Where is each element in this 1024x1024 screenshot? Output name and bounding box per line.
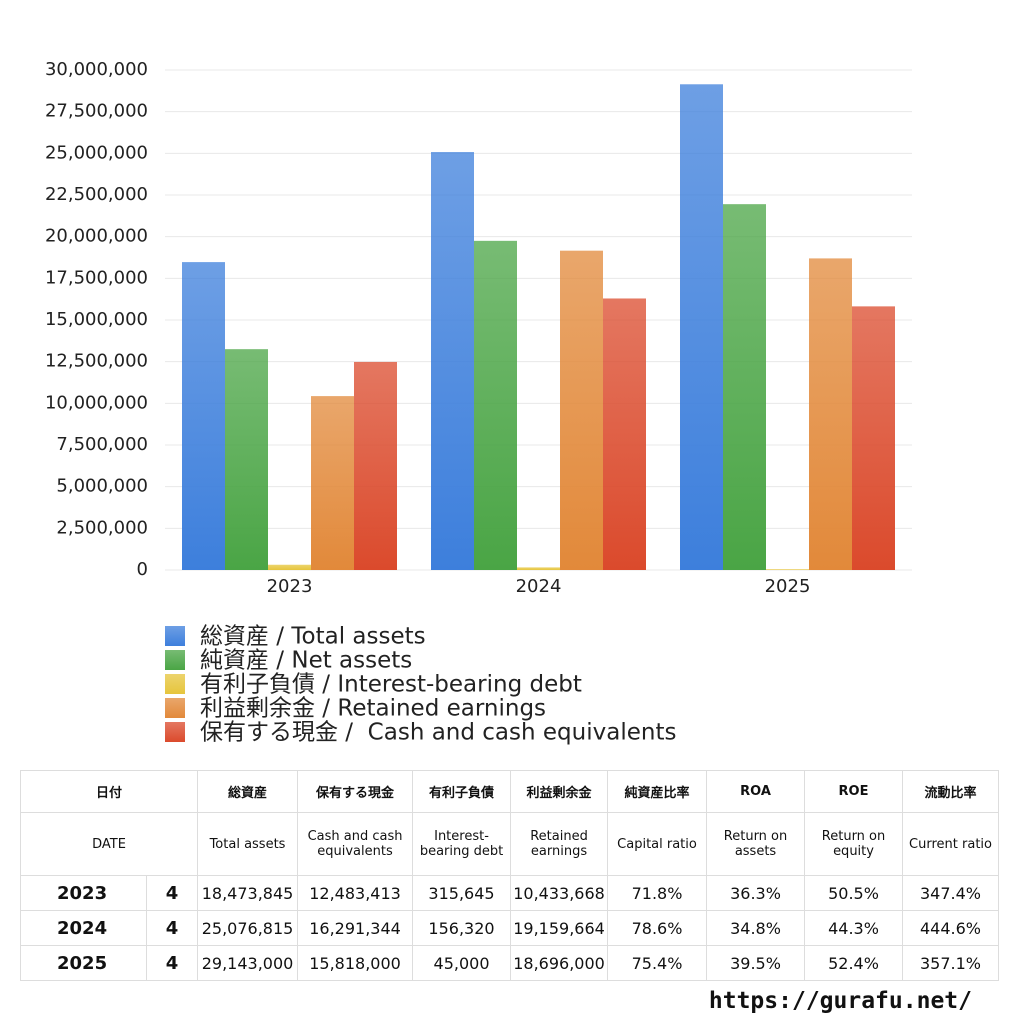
x-tick-label: 2025 [765, 576, 811, 597]
y-tick-label: 7,500,000 [56, 434, 148, 455]
table-cell: Total assets [197, 812, 299, 876]
table-cell: 2025 [20, 945, 147, 981]
x-tick-label: 2024 [516, 576, 562, 597]
header-row: DATE Total assets Cash and cash equivalent… [19, 812, 1000, 876]
table-cell: ROA [706, 770, 806, 813]
table-cell: 4 [145, 945, 199, 981]
table-cell: Current ratio [902, 812, 1000, 876]
table-cell: 357.1% [902, 945, 1000, 981]
y-tick-label: 30,000,000 [45, 59, 148, 80]
bar [723, 204, 766, 570]
bar [225, 349, 268, 570]
table-cell: 12,483,413 [297, 875, 414, 911]
table-cell: 444.6% [902, 910, 1000, 946]
bar [603, 298, 646, 570]
legend-swatch [165, 650, 185, 670]
table-cell: 156,320 [412, 910, 512, 946]
bar [354, 361, 397, 570]
table-cell: 保有する現金 [297, 770, 414, 813]
table-row: 2023 4 18,473,845 12,483,413 315,645 10,433,6… [20, 875, 1000, 911]
bar [766, 569, 809, 570]
table-cell: 315,645 [412, 875, 512, 911]
bar [517, 567, 560, 570]
table-cell: 18,473,845 [197, 875, 299, 911]
table-cell: 利益剰余金 [510, 770, 609, 813]
bar [809, 258, 852, 570]
table-cell: 45,000 [412, 945, 512, 981]
table-cell: Return on assets [706, 812, 806, 876]
table-cell: 52.4% [804, 945, 904, 981]
bar [560, 250, 603, 570]
table-cell: 75.4% [607, 945, 708, 981]
table-cell: 10,433,668 [510, 875, 609, 911]
table-cell: 4 [145, 910, 199, 946]
table-cell: 34.8% [706, 910, 806, 946]
table-cell: 16,291,344 [297, 910, 414, 946]
legend-label: 純資産 / Net assets [200, 648, 412, 674]
table-cell: 純資産比率 [607, 770, 708, 813]
table-cell: 25,076,815 [197, 910, 299, 946]
table-cell: ROE [804, 770, 904, 813]
bar [474, 240, 517, 571]
legend-label: 有利子負債 / Interest-bearing debt [200, 672, 582, 698]
y-tick-label: 22,500,000 [45, 184, 148, 205]
table-cell: 2024 [20, 910, 147, 946]
table-row: 2024 4 25,076,815 16,291,344 156,320 19,159,6… [20, 910, 1000, 946]
legend-label: 利益剰余金 / Retained earnings [200, 696, 546, 722]
y-tick-label: 27,500,000 [45, 101, 148, 122]
table-cell: 15,818,000 [297, 945, 414, 981]
y-tick-label: 25,000,000 [45, 142, 148, 163]
bar [311, 396, 354, 570]
y-tick-label: 12,500,000 [45, 351, 148, 372]
bar [182, 262, 225, 570]
table-cell: Interest-bearing debt [412, 812, 512, 876]
legend-swatch [165, 674, 185, 694]
legend-swatch [165, 626, 185, 646]
table-cell: 有利子負債 [412, 770, 512, 813]
y-tick-label: 5,000,000 [56, 476, 148, 497]
bar [268, 564, 311, 570]
table-cell: 347.4% [902, 875, 1000, 911]
bar [680, 84, 723, 571]
table-cell: 78.6% [607, 910, 708, 946]
y-tick-label: 20,000,000 [45, 226, 148, 247]
table-cell: 50.5% [804, 875, 904, 911]
bar [431, 152, 474, 570]
table-cell: Retained earnings [510, 812, 609, 876]
table-cell: 71.8% [607, 875, 708, 911]
table-cell: 総資産 [197, 770, 299, 813]
table-cell: 2023 [20, 875, 147, 911]
table-row: 2025 4 29,143,000 15,818,000 45,000 18,696,00… [20, 945, 1000, 981]
legend-swatch [165, 698, 185, 718]
x-tick-label: 2023 [267, 576, 313, 597]
y-tick-label: 15,000,000 [45, 309, 148, 330]
chart: 0 2,500,000 5,000,000 7,500,000 10,000,000 12… [45, 59, 912, 746]
legend-swatch [165, 722, 185, 742]
y-tick-label: 2,500,000 [56, 517, 148, 538]
y-tick-label: 0 [137, 559, 148, 580]
table-cell: 日付 [19, 770, 199, 813]
table-cell: 流動比率 [902, 770, 1000, 813]
table-cell: Capital ratio [607, 812, 708, 876]
table-cell: Return on equity [804, 812, 904, 876]
table-cell: 29,143,000 [197, 945, 299, 981]
table-cell: 44.3% [804, 910, 904, 946]
table-cell: 18,696,000 [510, 945, 609, 981]
bar [852, 306, 895, 570]
table-cell: 39.5% [706, 945, 806, 981]
legend-label: 総資産 / Total assets [200, 624, 426, 650]
table-cell: 36.3% [706, 875, 806, 911]
table-cell: DATE [19, 812, 199, 876]
table-cell: 4 [145, 875, 199, 911]
table-cell: Cash and cash equivalents [297, 812, 414, 876]
footer-url: https://gurafu.net/ [708, 988, 972, 1014]
table-cell: 19,159,664 [510, 910, 609, 946]
y-tick-label: 17,500,000 [45, 267, 148, 288]
header-row: 日付 総資産 保有する現金 有利子負債 利益剰余金 純資産比率 ROA ROE 流動比率 [19, 770, 1000, 813]
data-table: 日付 総資産 保有する現金 有利子負債 利益剰余金 純資産比率 ROA ROE 流動比率 DATE… [19, 770, 1000, 981]
y-tick-label: 10,000,000 [45, 392, 148, 413]
legend-label: 保有する現金 / Cash and cash equivalents [200, 720, 676, 746]
